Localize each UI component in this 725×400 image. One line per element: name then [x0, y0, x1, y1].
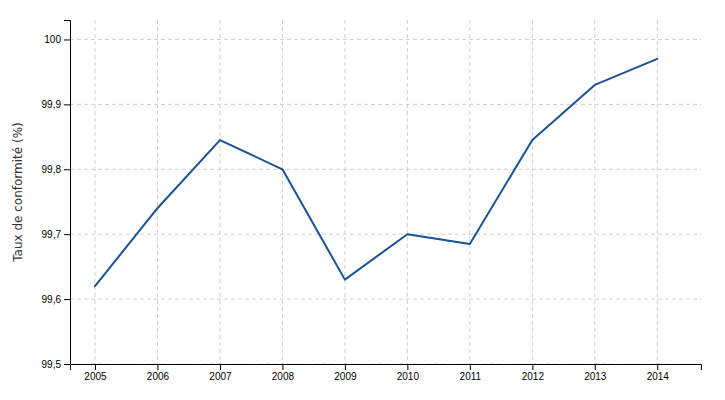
tick: 99,9: [42, 99, 70, 110]
tick-mark: [595, 364, 596, 370]
y-axis: 99,5 99,6 99,7 99,8 99,9 100: [42, 21, 71, 370]
grid-line: [532, 20, 533, 364]
tick-label: 99,6: [42, 294, 62, 305]
tick-mark: [64, 169, 70, 170]
y-axis-label: Taux de conformité (%): [11, 122, 25, 263]
grid-line: [157, 20, 158, 364]
tick-mark: [407, 364, 408, 370]
x-axis: 2005 2006 2007 2008 2009 2010 2011 2012 2013 2014: [71, 364, 702, 382]
tick: 2008: [272, 364, 295, 382]
tick: 2009: [334, 364, 357, 382]
tick-mark: [64, 39, 70, 40]
tick-mark: [345, 364, 346, 370]
tick: 99,5: [42, 359, 70, 370]
tick: 99,8: [42, 164, 70, 175]
grid-line: [219, 20, 220, 364]
tick-label: 2007: [209, 371, 232, 382]
axis-line: [71, 365, 702, 371]
grid-line: [94, 20, 95, 364]
tick-label: 2011: [460, 371, 482, 382]
tick: 99,7: [42, 229, 70, 240]
tick-label: 2008: [272, 371, 295, 382]
tick-label: 2009: [334, 371, 357, 382]
tick-mark: [657, 364, 658, 370]
grid-line: [70, 104, 701, 105]
tick-label: 2005: [84, 371, 107, 382]
grid-line: [469, 20, 470, 364]
tick-mark: [220, 364, 221, 370]
tick-label: 100: [44, 34, 61, 45]
tick-mark: [64, 364, 70, 365]
grid-line: [70, 39, 701, 40]
tick-mark: [157, 364, 158, 370]
tick-label: 2012: [522, 371, 545, 382]
tick: 2010: [397, 364, 420, 382]
tick-label: 99,7: [42, 229, 62, 240]
grid-line: [70, 234, 701, 235]
tick-label: 2010: [397, 371, 420, 382]
tick-label: 99,5: [42, 359, 62, 370]
axis-line: [64, 21, 71, 365]
plot: 2005 2006 2007 2008 2009 2010 2011 2012 2013 2014…: [42, 20, 702, 382]
tick-mark: [64, 104, 70, 105]
tick: 2007: [209, 364, 232, 382]
grid-line: [344, 20, 345, 364]
tick-mark: [64, 299, 70, 300]
grid-line: [70, 169, 701, 170]
grid: [70, 20, 701, 364]
tick-mark: [532, 364, 533, 370]
grid-line: [657, 20, 658, 364]
grid-line: [594, 20, 595, 364]
line: [95, 59, 657, 286]
tick-label: 99,8: [42, 164, 62, 175]
tick-mark: [282, 364, 283, 370]
tick-label: 2014: [647, 371, 670, 382]
tick-mark: [64, 234, 70, 235]
tick: 2005: [84, 364, 107, 382]
chart: 2005 2006 2007 2008 2009 2010 2011 2012 2013 2014…: [0, 0, 725, 400]
tick: 2014: [647, 364, 670, 382]
tick: 2013: [584, 364, 607, 382]
tick-mark: [470, 364, 471, 370]
tick: 2011: [460, 364, 482, 382]
tick: 2006: [147, 364, 170, 382]
grid-line: [70, 299, 701, 300]
tick: 2012: [522, 364, 545, 382]
tick: 100: [44, 34, 70, 45]
tick-label: 2013: [584, 371, 607, 382]
series: [95, 59, 657, 286]
tick: 99,6: [42, 294, 70, 305]
grid-line: [407, 20, 408, 364]
tick-mark: [95, 364, 96, 370]
tick-label: 2006: [147, 371, 170, 382]
grid-line: [282, 20, 283, 364]
tick-label: 99,9: [42, 99, 62, 110]
